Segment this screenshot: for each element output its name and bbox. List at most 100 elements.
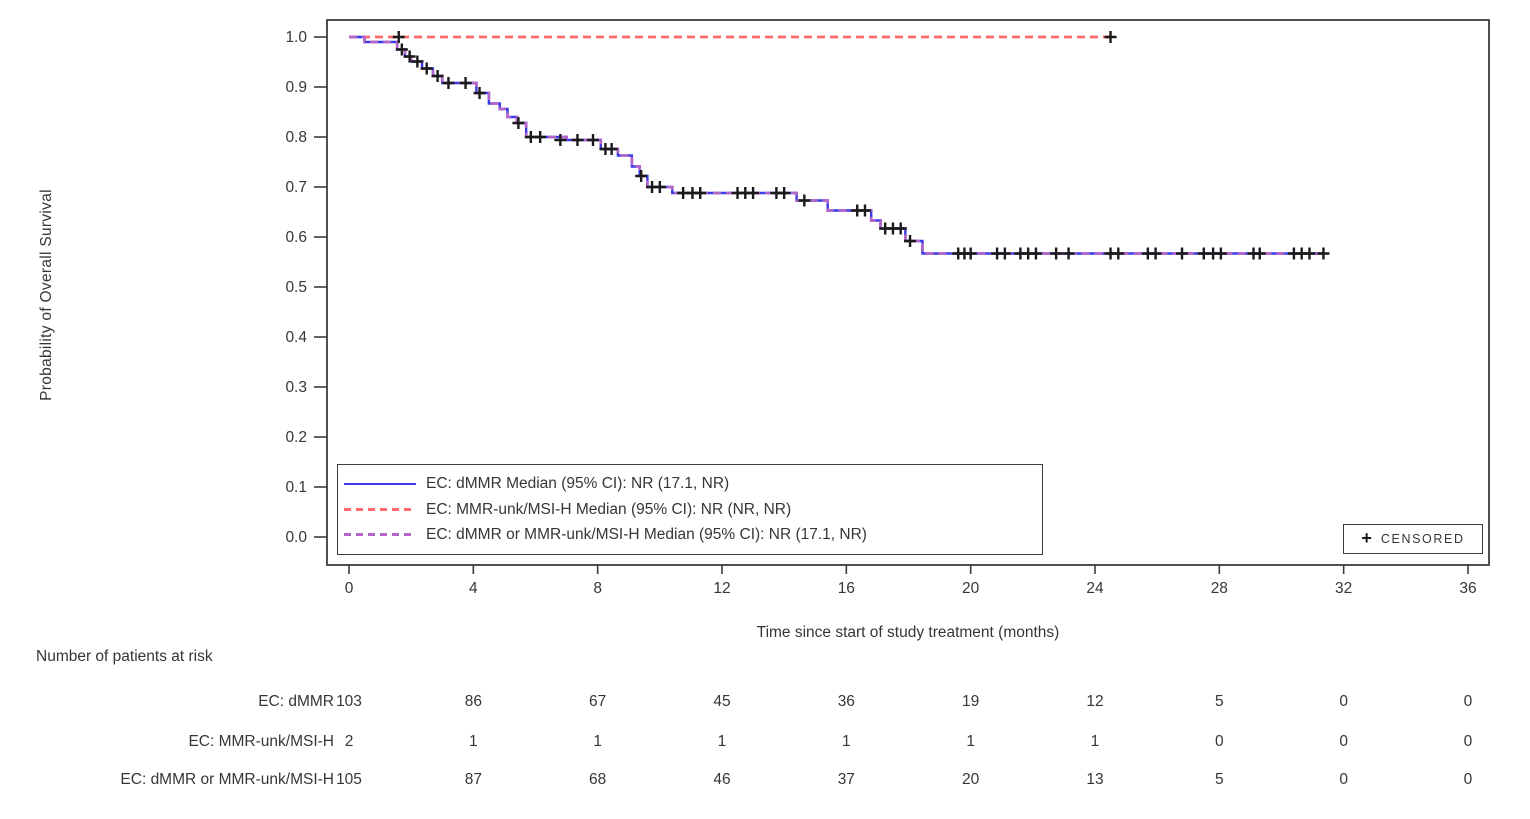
censor-plus-icon: + (1361, 528, 1372, 548)
censor-mark-series-0 (798, 194, 811, 207)
censor-mark-series-0 (1062, 247, 1075, 260)
censor-mark-series-0 (1029, 247, 1042, 260)
risk-count: 86 (464, 693, 482, 710)
censor-mark-series-0 (442, 77, 455, 89)
censor-mark-series-0 (1317, 247, 1330, 260)
risk-count: 1 (966, 733, 975, 750)
censor-mark-series-0 (571, 134, 584, 146)
censor-mark-series-0 (635, 170, 648, 182)
series-line-2 (349, 35, 1326, 255)
risk-count: 0 (1339, 771, 1348, 788)
censor-mark-series-0 (605, 143, 618, 155)
plot-frame (326, 19, 1490, 566)
x-tick-label: 36 (1459, 580, 1476, 597)
censor-mark-series-0 (431, 70, 444, 82)
risk-count: 37 (837, 771, 855, 788)
censor-mark-series-0 (1149, 247, 1162, 260)
censor-mark-series-0 (403, 50, 416, 63)
risk-count: 105 (336, 771, 362, 788)
legend-line-sample (344, 508, 416, 511)
y-tick-label: 0.5 (285, 279, 307, 296)
censored-legend-box: + CENSORED (1343, 524, 1483, 554)
x-tick-label: 16 (838, 580, 855, 597)
risk-count: 5 (1215, 771, 1224, 788)
censored-legend-label: CENSORED (1380, 532, 1465, 546)
censor-mark-series-1 (1104, 31, 1117, 43)
censor-mark-series-0 (858, 204, 871, 217)
risk-count: 0 (1463, 693, 1473, 710)
censor-mark-series-0 (587, 134, 600, 146)
risk-row-label: EC: dMMR (258, 693, 334, 710)
censor-mark-series-0 (998, 247, 1011, 260)
censor-mark-series-0 (512, 117, 525, 129)
risk-count: 0 (1339, 693, 1348, 710)
legend-row: EC: dMMR Median (95% CI): NR (17.1, NR) (344, 475, 1036, 493)
y-tick-label: 0.3 (285, 379, 307, 396)
risk-count: 0 (1463, 733, 1473, 750)
at-risk-heading: Number of patients at risk (36, 648, 213, 665)
risk-count: 0 (1463, 771, 1473, 788)
censor-mark-series-0 (747, 187, 760, 199)
y-tick-label: 1.0 (285, 29, 307, 46)
censor-mark-series-0 (894, 222, 907, 235)
risk-row-label: EC: MMR-unk/MSI-H (188, 733, 334, 750)
y-tick-label: 0.8 (285, 129, 307, 146)
censor-mark-series-0 (694, 187, 707, 199)
series-line-0 (349, 35, 1326, 255)
x-tick-label: 28 (1211, 580, 1228, 597)
x-tick-label: 24 (1086, 580, 1104, 597)
legend-line-sample (344, 533, 416, 537)
y-tick-label: 0.9 (285, 79, 307, 96)
y-tick-label: 0.1 (285, 479, 307, 496)
legend-label: EC: dMMR Median (95% CI): NR (17.1, NR) (426, 475, 730, 493)
censor-mark-series-0 (411, 55, 424, 68)
y-tick-label: 0.2 (285, 429, 307, 446)
risk-count: 67 (589, 693, 607, 710)
censor-mark-series-0 (1214, 247, 1227, 260)
risk-count: 1 (469, 733, 478, 750)
censor-mark-series-0 (534, 131, 547, 143)
risk-count: 13 (1086, 771, 1104, 788)
risk-count: 5 (1215, 693, 1224, 710)
censor-mark-series-0 (554, 134, 567, 146)
censor-mark-series-0 (459, 77, 472, 89)
risk-count: 19 (962, 693, 980, 710)
x-axis-title: Time since start of study treatment (mon… (756, 624, 1060, 641)
x-tick-label: 12 (713, 580, 730, 597)
risk-count: 20 (962, 771, 980, 788)
risk-count: 1 (593, 733, 602, 750)
legend-box: EC: dMMR Median (95% CI): NR (17.1, NR) E… (337, 464, 1043, 555)
legend-label: EC: MMR-unk/MSI-H Median (95% CI): NR (N… (426, 500, 792, 518)
legend-line-sample (344, 483, 416, 486)
censor-mark-series-0 (778, 187, 791, 199)
y-tick-label: 0.4 (285, 329, 307, 346)
risk-count: 1 (1090, 733, 1100, 750)
risk-count: 0 (1215, 733, 1224, 750)
y-axis-title: Probability of Overall Survival (38, 189, 55, 401)
x-tick-label: 8 (593, 580, 602, 597)
legend-row: EC: dMMR or MMR-unk/MSI-H Median (95% CI… (344, 526, 1036, 544)
censor-mark-series-1 (392, 31, 405, 43)
x-tick-label: 32 (1335, 580, 1352, 597)
x-tick-label: 4 (469, 580, 478, 597)
risk-row-label: EC: dMMR or MMR-unk/MSI-H (120, 771, 334, 788)
censor-mark-series-0 (1303, 247, 1316, 260)
censor-mark-series-0 (653, 181, 666, 193)
risk-count: 0 (1339, 733, 1348, 750)
censor-mark-series-0 (420, 62, 433, 75)
risk-count: 1 (842, 733, 851, 750)
risk-count: 1 (717, 733, 727, 750)
risk-count: 12 (1086, 693, 1104, 710)
y-tick-label: 0.6 (285, 229, 307, 246)
risk-count: 45 (713, 693, 731, 710)
x-tick-label: 0 (345, 580, 354, 597)
x-tick-label: 20 (962, 580, 980, 597)
censor-mark-series-0 (1253, 247, 1266, 260)
censor-mark-series-0 (1050, 247, 1063, 260)
risk-count: 46 (713, 771, 731, 788)
censor-mark-series-0 (964, 247, 977, 260)
legend-label: EC: dMMR or MMR-unk/MSI-H Median (95% CI… (426, 525, 867, 543)
risk-count: 36 (837, 693, 855, 710)
